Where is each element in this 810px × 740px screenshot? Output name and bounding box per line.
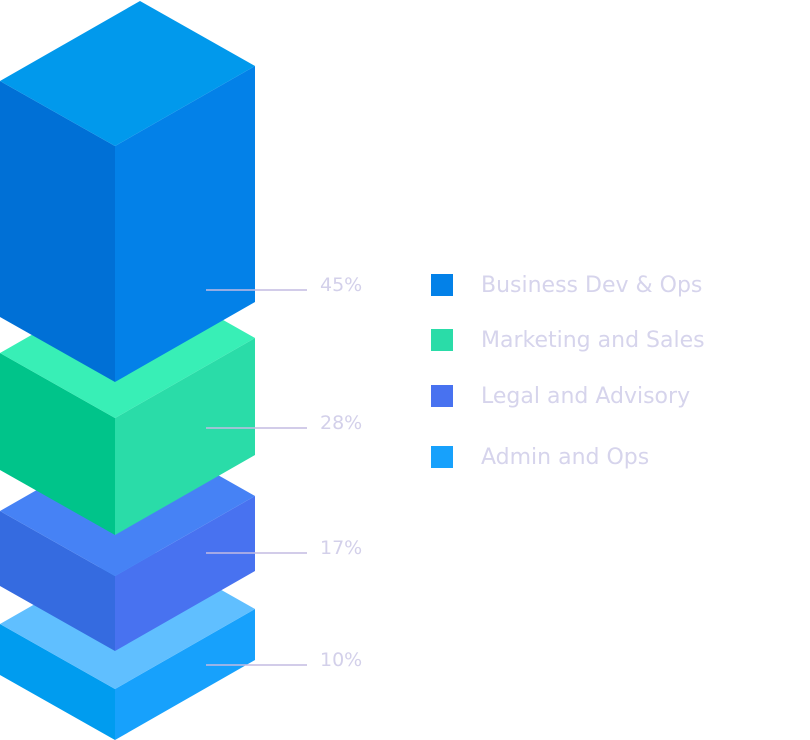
block-top-face [0, 1, 255, 146]
block-0 [0, 1, 255, 382]
block-right-face [115, 338, 255, 535]
legend-item: Business Dev & Ops [431, 273, 702, 298]
legend-swatch [431, 274, 453, 296]
block-left-face [0, 353, 115, 535]
legend-label: Admin and Ops [481, 444, 650, 470]
legend-label: Business Dev & Ops [481, 272, 703, 298]
legend-swatch [431, 329, 453, 351]
legend-item: Marketing and Sales [431, 328, 705, 353]
legend-swatch [431, 385, 453, 407]
legend-item: Admin and Ops [431, 445, 649, 470]
block-left-face [0, 624, 115, 740]
legend-label: Marketing and Sales [481, 327, 705, 353]
value-label: 17% [320, 537, 363, 559]
block-right-face [115, 496, 255, 651]
legend-item: Legal and Advisory [431, 384, 690, 409]
legend-label: Legal and Advisory [481, 383, 691, 409]
block-right-face [115, 609, 255, 740]
block-left-face [0, 81, 115, 382]
value-label: 45% [320, 274, 363, 296]
value-label: 10% [320, 649, 363, 671]
block-left-face [0, 511, 115, 651]
value-label: 28% [320, 412, 363, 434]
block-right-face [115, 66, 255, 382]
legend-swatch [431, 446, 453, 468]
